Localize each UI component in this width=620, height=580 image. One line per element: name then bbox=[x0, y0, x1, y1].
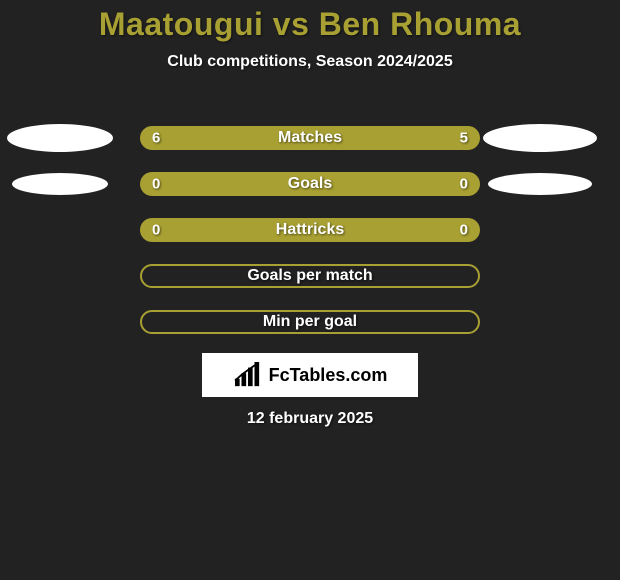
stat-bar: Goals per match bbox=[140, 264, 480, 288]
stat-label: Goals bbox=[288, 175, 332, 193]
stat-row: 6 Matches 5 bbox=[0, 126, 620, 172]
left-blip bbox=[12, 173, 108, 195]
stat-label: Goals per match bbox=[247, 267, 372, 285]
stat-row: 0 Hattricks 0 bbox=[0, 218, 620, 264]
date-label: 12 february 2025 bbox=[247, 410, 373, 428]
stat-label: Min per goal bbox=[263, 313, 357, 331]
bars-icon bbox=[233, 362, 263, 388]
subtitle: Club competitions, Season 2024/2025 bbox=[0, 53, 620, 71]
right-blip bbox=[483, 124, 597, 152]
stat-right-value: 5 bbox=[460, 130, 468, 147]
right-blip bbox=[488, 173, 592, 195]
stat-label: Matches bbox=[278, 129, 342, 147]
stat-row: Goals per match bbox=[0, 264, 620, 310]
title-player2: Ben Rhouma bbox=[319, 6, 521, 42]
title-vs: vs bbox=[263, 6, 318, 42]
stat-label: Hattricks bbox=[276, 221, 344, 239]
title-player1: Maatougui bbox=[99, 6, 263, 42]
watermark-text: FcTables.com bbox=[269, 365, 388, 386]
stat-bar: Min per goal bbox=[140, 310, 480, 334]
stat-left-value: 0 bbox=[152, 176, 160, 193]
page-title: Maatougui vs Ben Rhouma bbox=[0, 0, 620, 43]
left-blip bbox=[7, 124, 113, 152]
watermark: FcTables.com bbox=[202, 353, 418, 397]
stat-bar: 0 Goals 0 bbox=[140, 172, 480, 196]
comparison-card: Maatougui vs Ben Rhouma Club competition… bbox=[0, 0, 620, 580]
stat-bar: 6 Matches 5 bbox=[140, 126, 480, 150]
stat-right-value: 0 bbox=[460, 176, 468, 193]
stat-bar: 0 Hattricks 0 bbox=[140, 218, 480, 242]
stat-right-value: 0 bbox=[460, 222, 468, 239]
stat-row: Min per goal bbox=[0, 310, 620, 356]
stat-row: 0 Goals 0 bbox=[0, 172, 620, 218]
stat-left-value: 0 bbox=[152, 222, 160, 239]
stat-left-value: 6 bbox=[152, 130, 160, 147]
stat-rows: 6 Matches 5 0 Goals 0 0 Hattricks 0 Goals per mat… bbox=[0, 126, 620, 356]
